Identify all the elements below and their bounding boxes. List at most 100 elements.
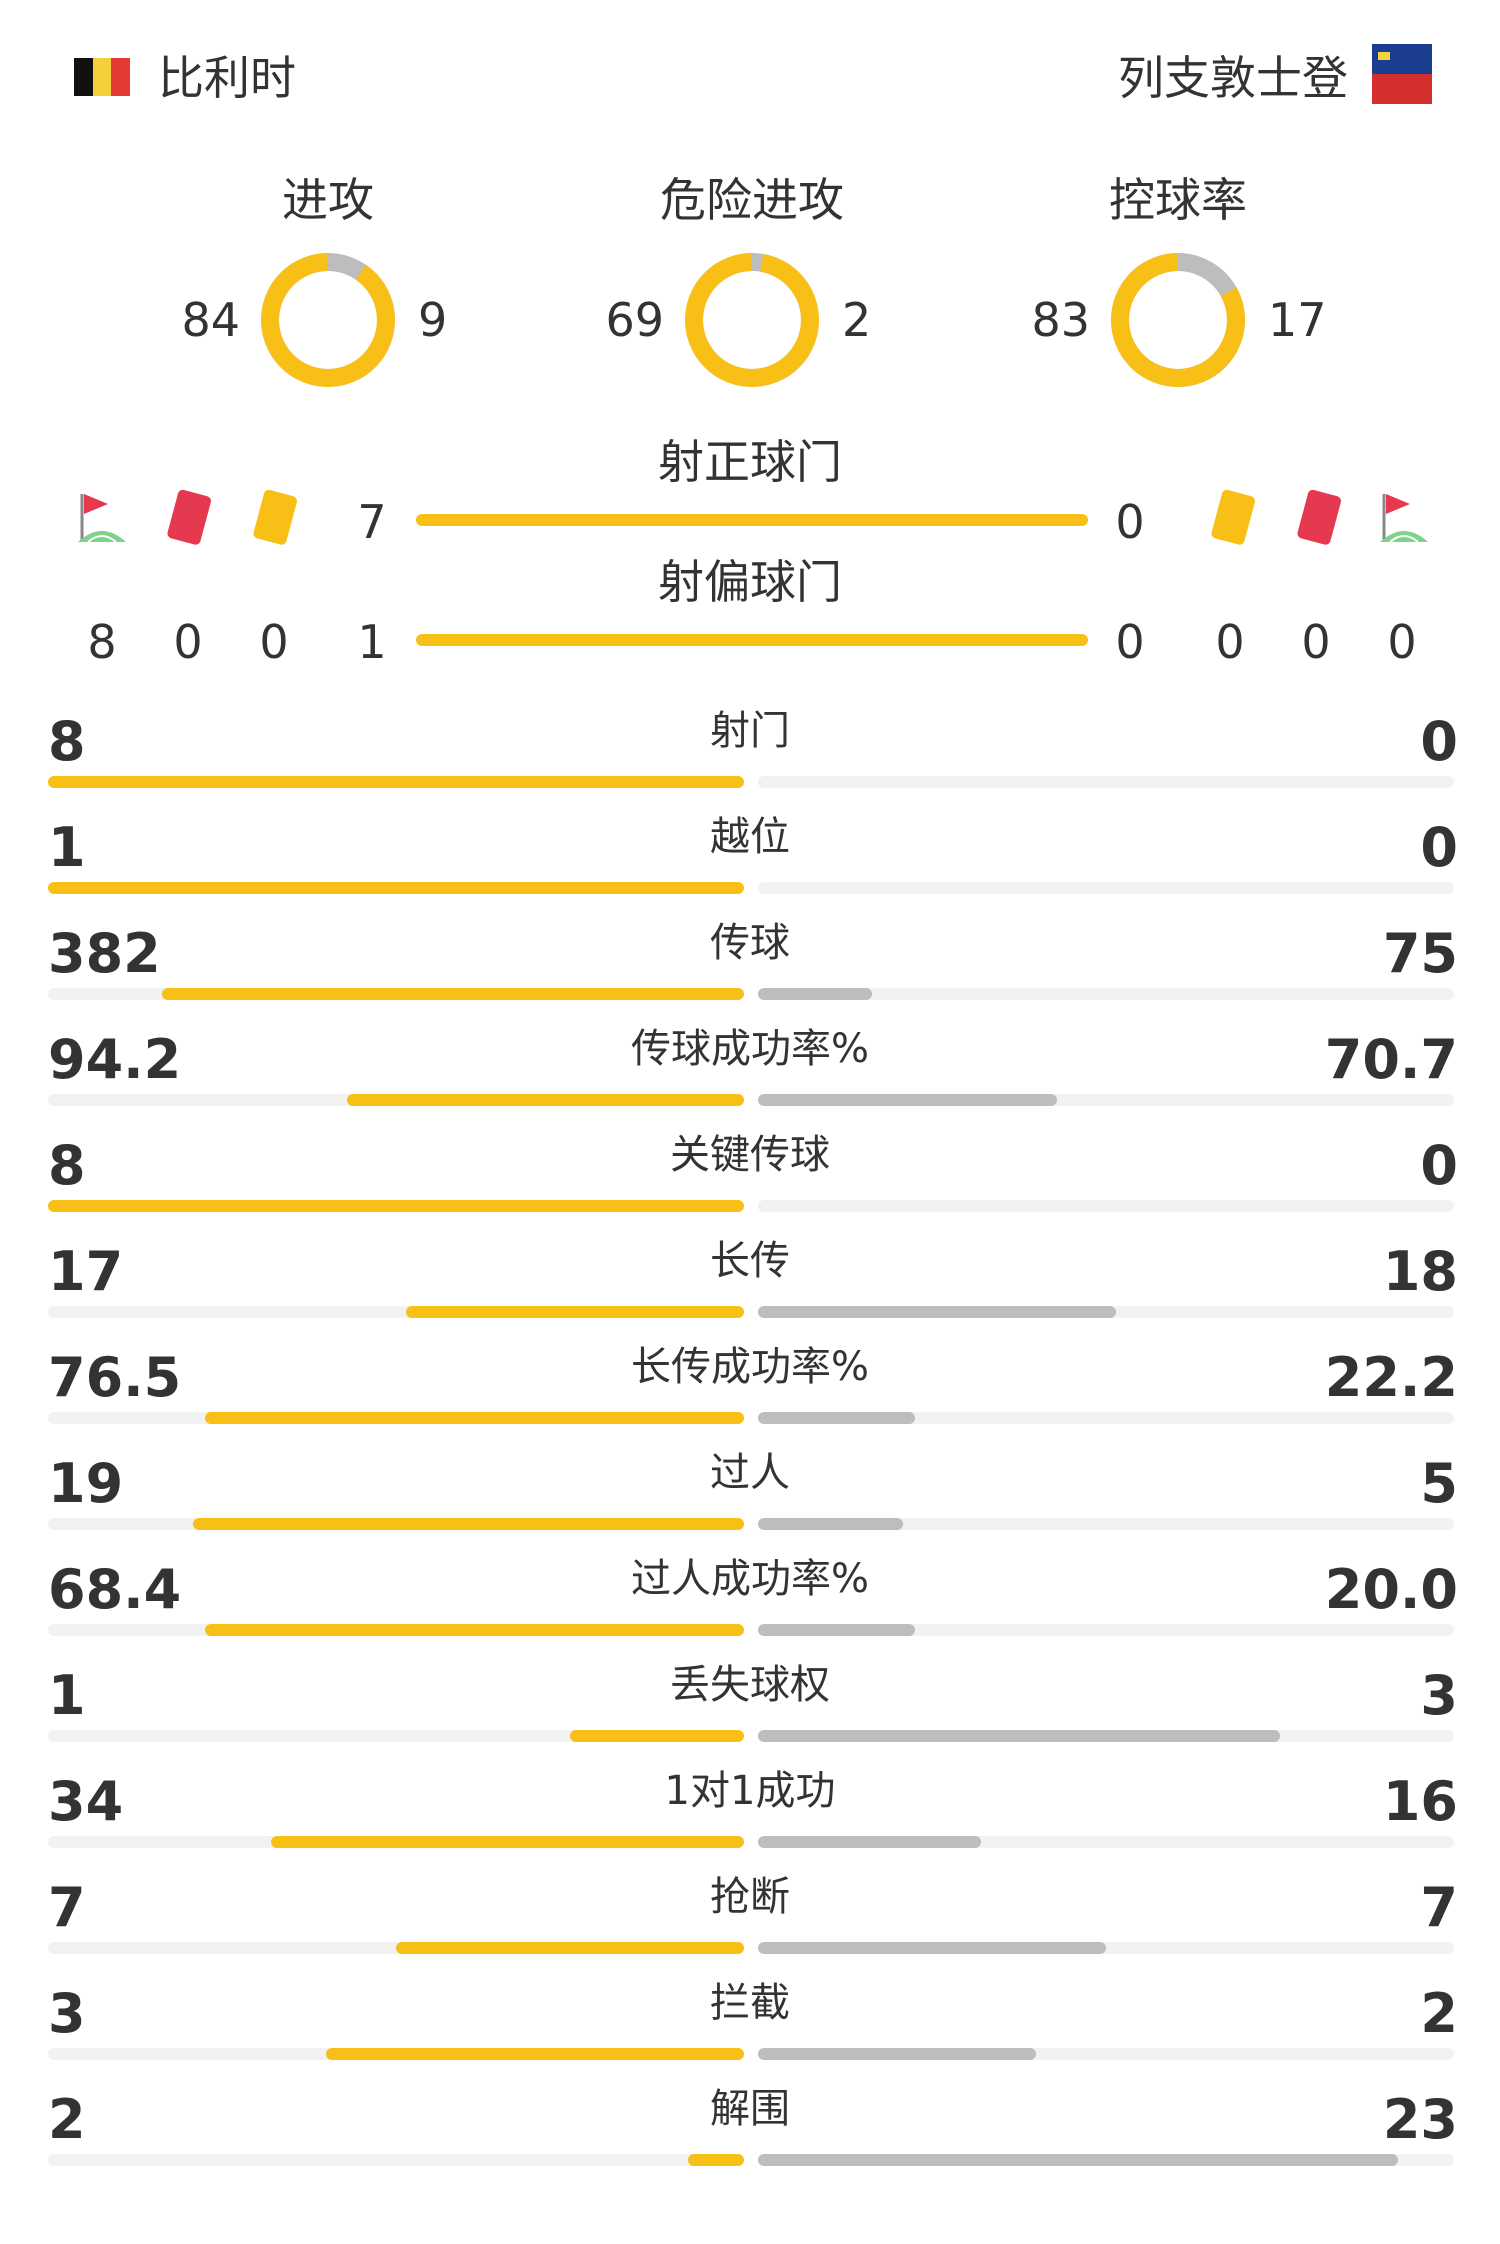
donut-title: 进攻 [282, 173, 374, 227]
stat-home-bar [405, 1306, 744, 1318]
stat-home-value: 94.2 [48, 1028, 182, 1091]
home-red-cards-count: 0 [173, 615, 203, 669]
shots-off-target-home-fill [416, 634, 1088, 646]
stat-away-track [758, 1200, 1454, 1212]
stat-home-bar [396, 1942, 744, 1954]
away-yellow-cards-count: 0 [1215, 615, 1245, 669]
stat-away-bar [758, 1518, 903, 1530]
stat-away-bar [758, 2048, 1037, 2060]
donut-home-arc [1111, 253, 1245, 387]
stat-label: 传球 [710, 920, 790, 966]
donut-title: 危险进攻 [660, 173, 844, 227]
yellow-card-icon [1204, 488, 1260, 545]
stat-home-value: 17 [48, 1240, 124, 1303]
stat-away-value: 2 [1420, 1982, 1458, 2045]
donut-title: 控球率 [1109, 173, 1247, 227]
stat-home-bar [326, 2048, 744, 2060]
home-team-name[interactable]: 比利时 [158, 51, 296, 105]
stat-home-value: 1 [48, 1664, 86, 1727]
stat-home-track [48, 2154, 744, 2166]
stat-away-track [758, 776, 1454, 788]
stat-home-value: 8 [48, 710, 86, 773]
away-team-name[interactable]: 列支敦士登 [1118, 51, 1348, 105]
stat-home-value: 7 [48, 1876, 86, 1939]
stat-away-bar [758, 1836, 981, 1848]
stat-away-track [758, 1412, 1454, 1424]
donut-home-value: 69 [605, 293, 664, 347]
stat-away-bar [758, 988, 873, 1000]
home-yellow-cards-count: 0 [259, 615, 289, 669]
stat-home-bar [688, 2154, 744, 2166]
yellow-card-icon [246, 488, 302, 545]
stat-label: 1对1成功 [664, 1768, 836, 1814]
stat-away-value: 20.0 [1324, 1558, 1458, 1621]
shots-off-target-title: 射偏球门 [658, 555, 842, 609]
stat-label: 传球成功率% [630, 1026, 869, 1072]
stat-away-value: 3 [1420, 1664, 1458, 1727]
stat-away-value: 18 [1382, 1240, 1458, 1303]
stat-home-value: 8 [48, 1134, 86, 1197]
stat-label: 抢断 [710, 1874, 790, 1920]
donut-home-arc [261, 253, 395, 387]
stat-away-bar [758, 1942, 1106, 1954]
donut-home-value: 84 [181, 293, 240, 347]
stat-away-bar [758, 1412, 915, 1424]
stat-away-value: 23 [1382, 2088, 1458, 2151]
stat-away-bar [758, 1730, 1280, 1742]
stat-away-value: 16 [1382, 1770, 1458, 1833]
stat-label: 丢失球权 [670, 1662, 830, 1708]
stat-home-bar [204, 1412, 744, 1424]
donut-home-value: 83 [1031, 293, 1090, 347]
stat-home-bar [270, 1836, 744, 1848]
stat-home-value: 1 [48, 816, 86, 879]
donut-away-value: 17 [1268, 293, 1327, 347]
stat-label: 过人成功率% [630, 1556, 869, 1602]
stat-label: 拦截 [710, 1980, 790, 2026]
away-red-cards-count: 0 [1301, 615, 1331, 669]
corner-flag-icon [1376, 490, 1432, 546]
stat-away-bar [758, 1624, 916, 1636]
donut-home-arc [685, 253, 819, 387]
stat-label: 长传 [710, 1238, 790, 1284]
belgium-flag-icon [74, 58, 130, 96]
stat-away-value: 70.7 [1324, 1028, 1458, 1091]
stat-home-bar [48, 776, 744, 788]
shots-on-target-home-fill [416, 514, 1088, 526]
shots-off-target-away: 0 [1115, 615, 1145, 669]
corner-flag-icon [74, 490, 130, 546]
stat-home-value: 19 [48, 1452, 124, 1515]
red-card-icon [1290, 488, 1346, 545]
shots-on-target-title: 射正球门 [658, 435, 842, 489]
stat-label: 越位 [710, 814, 790, 860]
stat-away-bar [758, 2154, 1399, 2166]
stat-home-bar [162, 988, 744, 1000]
stat-away-value: 0 [1420, 710, 1458, 773]
stat-away-value: 0 [1420, 1134, 1458, 1197]
stat-home-value: 3 [48, 1982, 86, 2045]
shots-on-target-home: 7 [357, 495, 387, 549]
shots-off-target-bar [416, 634, 1088, 646]
shots-off-target-home: 1 [357, 615, 387, 669]
stat-away-value: 7 [1420, 1876, 1458, 1939]
stat-label: 解围 [710, 2086, 790, 2132]
donut-chart [1111, 253, 1245, 387]
away-corners-count: 0 [1387, 615, 1417, 669]
stat-home-value: 34 [48, 1770, 124, 1833]
stat-home-bar [48, 1200, 744, 1212]
stat-label: 长传成功率% [630, 1344, 869, 1390]
red-card-icon [160, 488, 216, 545]
stat-home-value: 2 [48, 2088, 86, 2151]
stat-home-bar [48, 882, 744, 894]
stat-home-bar [192, 1518, 744, 1530]
stat-home-value: 382 [48, 922, 161, 985]
donut-away-value: 2 [842, 293, 872, 347]
shots-on-target-bar [416, 514, 1088, 526]
liechtenstein-flag-icon [1372, 44, 1432, 104]
stat-away-value: 5 [1420, 1452, 1458, 1515]
donut-chart [685, 253, 819, 387]
stat-away-value: 22.2 [1324, 1346, 1458, 1409]
stat-home-bar [205, 1624, 744, 1636]
stat-label: 关键传球 [670, 1132, 830, 1178]
stat-home-value: 76.5 [48, 1346, 182, 1409]
stat-home-value: 68.4 [48, 1558, 182, 1621]
